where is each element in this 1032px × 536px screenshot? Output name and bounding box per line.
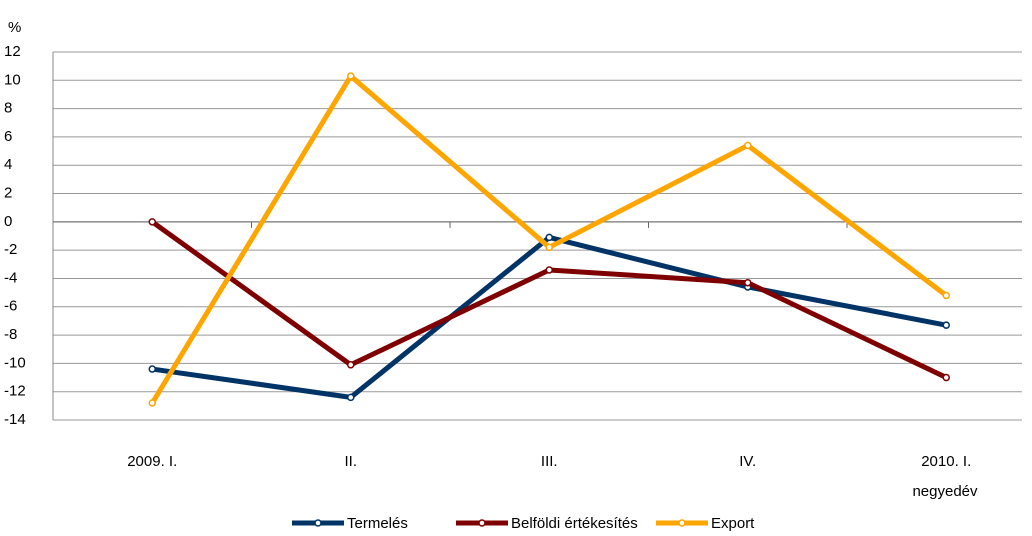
point bbox=[942, 291, 950, 300]
point bbox=[942, 321, 950, 329]
y-tick-label: 6 bbox=[4, 128, 12, 145]
y-tick-label: -4 bbox=[4, 269, 17, 286]
x-tick-label: IV. bbox=[739, 453, 756, 470]
legend-marker bbox=[314, 519, 322, 527]
y-tick-label: 8 bbox=[4, 100, 12, 117]
point bbox=[148, 365, 156, 373]
point bbox=[744, 141, 752, 150]
y-axis-label: % bbox=[8, 19, 21, 36]
point bbox=[148, 218, 156, 226]
y-tick-label: 0 bbox=[4, 213, 12, 230]
y-tick-label: -12 bbox=[4, 383, 26, 400]
legend-marker bbox=[478, 519, 486, 527]
y-tick-label: -14 bbox=[4, 411, 26, 428]
point bbox=[347, 72, 355, 80]
y-tick-label: 10 bbox=[4, 71, 21, 88]
point bbox=[545, 243, 553, 252]
point bbox=[545, 266, 553, 274]
point bbox=[347, 361, 355, 369]
y-tick-label: 12 bbox=[4, 43, 21, 60]
point bbox=[148, 399, 156, 407]
point bbox=[942, 373, 950, 382]
point bbox=[545, 233, 553, 242]
series-line bbox=[151, 234, 947, 400]
y-tick-label: 2 bbox=[4, 185, 12, 202]
point bbox=[744, 278, 752, 287]
y-tick-label: -8 bbox=[4, 326, 17, 343]
x-tick-label: III. bbox=[541, 453, 558, 470]
x-tick-label: 2010. I. bbox=[921, 453, 971, 470]
x-tick-label: 2009. I. bbox=[127, 453, 177, 470]
y-tick-label: 4 bbox=[4, 156, 12, 173]
y-tick-label: -6 bbox=[4, 298, 17, 315]
point bbox=[347, 393, 355, 402]
legend-label: Termelés bbox=[347, 515, 408, 532]
legend-label: Export bbox=[711, 515, 755, 532]
x-axis-label: negyedév bbox=[912, 483, 978, 500]
x-tick-label: II. bbox=[344, 453, 357, 470]
y-tick-label: -2 bbox=[4, 241, 17, 258]
y-tick-label: -10 bbox=[4, 354, 26, 371]
legend-marker bbox=[678, 519, 686, 527]
legend-label: Belföldi értékesítés bbox=[511, 515, 638, 532]
